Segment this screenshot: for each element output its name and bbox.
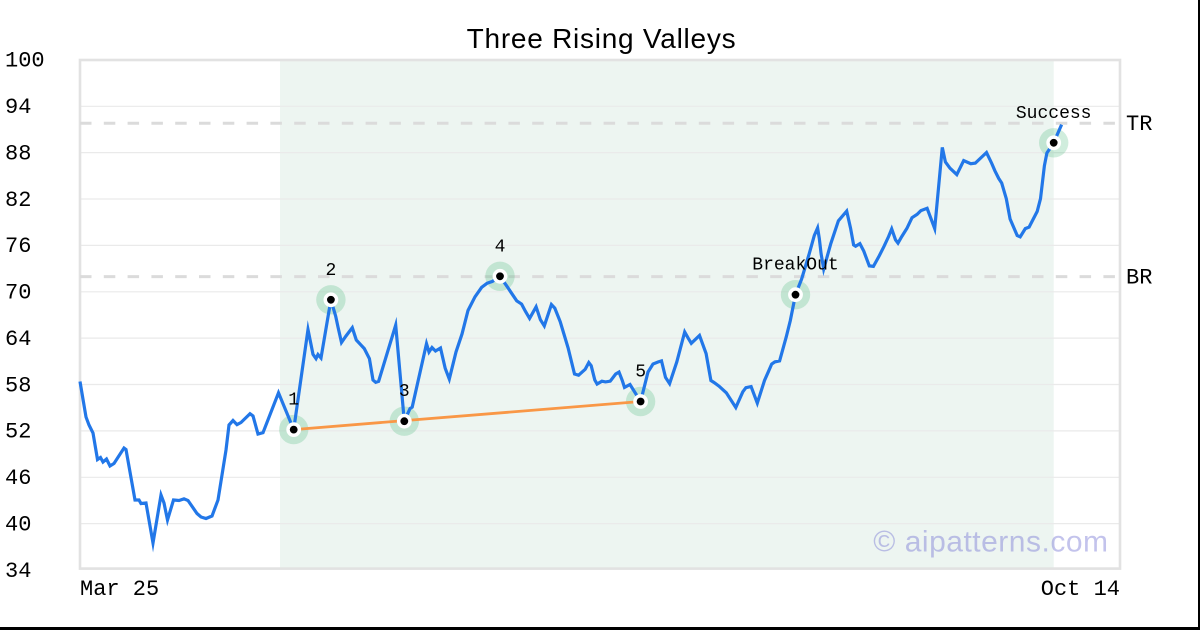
svg-text:34: 34 [5, 559, 31, 584]
svg-text:5: 5 [635, 363, 646, 383]
svg-text:88: 88 [5, 141, 31, 166]
svg-text:2: 2 [325, 261, 336, 281]
svg-text:52: 52 [5, 420, 31, 445]
svg-text:TR: TR [1126, 112, 1152, 137]
svg-text:64: 64 [5, 327, 31, 352]
svg-text:Three Rising Valleys: Three Rising Valleys [467, 23, 737, 54]
svg-text:Oct 14: Oct 14 [1041, 577, 1120, 602]
svg-text:94: 94 [5, 95, 31, 120]
svg-text:100: 100 [5, 49, 45, 74]
svg-text:4: 4 [495, 237, 506, 257]
svg-text:BreakOut: BreakOut [752, 256, 838, 276]
svg-text:BR: BR [1126, 265, 1152, 290]
svg-text:70: 70 [5, 281, 31, 306]
svg-text:76: 76 [5, 234, 31, 259]
svg-text:3: 3 [399, 382, 410, 402]
svg-text:© aipatterns.com: © aipatterns.com [873, 526, 1108, 559]
svg-text:1: 1 [288, 391, 299, 411]
svg-text:Success: Success [1016, 104, 1092, 124]
svg-text:Mar 25: Mar 25 [80, 577, 159, 602]
svg-text:46: 46 [5, 466, 31, 491]
svg-text:58: 58 [5, 373, 31, 398]
svg-text:40: 40 [5, 512, 31, 537]
svg-text:82: 82 [5, 188, 31, 213]
